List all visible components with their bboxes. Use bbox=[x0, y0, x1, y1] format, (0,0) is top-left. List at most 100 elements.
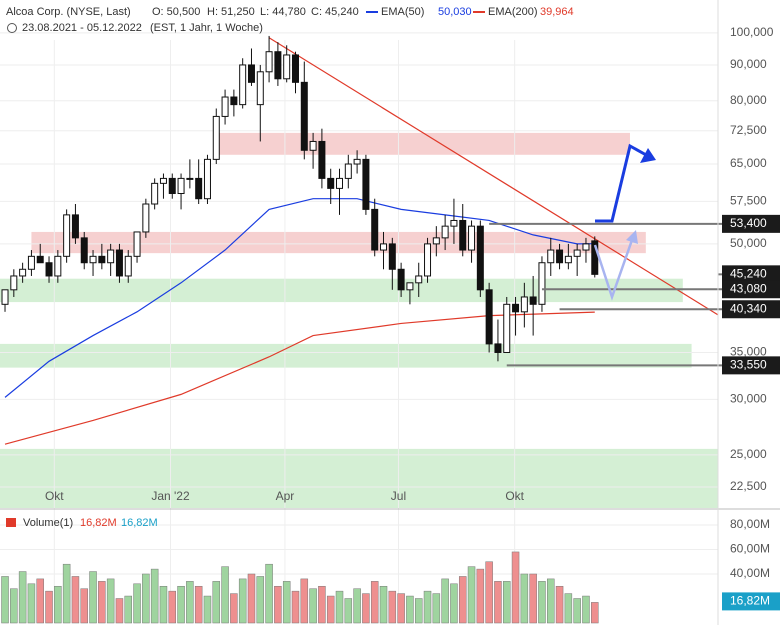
ohlc: L: 44,780 bbox=[260, 6, 306, 18]
volume-bar bbox=[186, 581, 194, 624]
volume-bar bbox=[238, 578, 247, 624]
legend-label: EMA(200) bbox=[488, 6, 538, 18]
legend-value: 39,964 bbox=[540, 6, 574, 18]
volume-bar bbox=[362, 593, 370, 624]
candle-body bbox=[45, 262, 53, 277]
candle-body bbox=[556, 249, 564, 264]
candle-body bbox=[344, 163, 352, 179]
candle-body bbox=[1, 289, 9, 305]
candle-body bbox=[397, 268, 405, 291]
candle-body bbox=[274, 51, 282, 80]
candle-body bbox=[573, 249, 581, 257]
legend-value: 50,030 bbox=[438, 6, 472, 18]
volume-bar bbox=[335, 590, 344, 624]
volume-bar bbox=[265, 563, 273, 624]
candle-body bbox=[107, 249, 115, 264]
volume-bar bbox=[485, 561, 493, 624]
volume-bar bbox=[582, 595, 590, 624]
volume-bar bbox=[353, 588, 361, 624]
y-tick-label: 80,000 bbox=[730, 93, 767, 107]
volume-bar bbox=[177, 585, 185, 624]
clock-icon bbox=[7, 23, 17, 33]
level-box bbox=[722, 280, 780, 299]
volume-bar bbox=[458, 576, 467, 624]
ohlc: C: 45,240 bbox=[311, 6, 359, 18]
volume-bar bbox=[274, 585, 282, 624]
candle-body bbox=[247, 64, 255, 83]
arrow-head bbox=[626, 230, 638, 244]
volume-bar bbox=[309, 588, 317, 624]
candle-body bbox=[98, 255, 106, 264]
volume-bar bbox=[573, 598, 581, 624]
volume-bar bbox=[432, 593, 441, 624]
y-tick-label: 60,00M bbox=[730, 542, 770, 556]
candle-body bbox=[424, 243, 432, 277]
volume-bar bbox=[547, 578, 555, 624]
trendline bbox=[268, 37, 719, 316]
candle-body bbox=[256, 71, 264, 106]
ema-line bbox=[4, 311, 595, 445]
candle-body bbox=[89, 255, 97, 264]
volume-bar bbox=[115, 598, 124, 624]
level-label: 45,240 bbox=[730, 267, 767, 281]
volume-bar bbox=[230, 593, 238, 624]
grid: 100,000 90,000 80,000 72,500 65,000 57,500 50,… bbox=[0, 25, 774, 623]
volume-bar bbox=[45, 590, 53, 624]
candle-body bbox=[538, 262, 546, 305]
volume-bar bbox=[221, 566, 229, 624]
volume-bar bbox=[300, 578, 309, 624]
alt-arrow bbox=[593, 239, 634, 301]
candle-body bbox=[547, 249, 555, 264]
candle-body bbox=[529, 296, 537, 305]
arrow-head bbox=[640, 148, 656, 163]
volume-bar bbox=[1, 576, 9, 624]
level-box bbox=[722, 265, 780, 284]
last-value-label: 16,82M bbox=[730, 594, 770, 608]
candle-body bbox=[362, 158, 370, 210]
volume-value: 16,82M bbox=[80, 517, 117, 529]
candle-body bbox=[63, 214, 71, 257]
candle-body bbox=[591, 240, 599, 275]
volume-bar bbox=[388, 590, 397, 624]
candle-body bbox=[353, 158, 361, 165]
y-tick-label: 30,000 bbox=[730, 392, 767, 406]
subtitle-note: (EST, 1 Jahr, 1 Woche) bbox=[150, 22, 263, 34]
candle-body bbox=[309, 140, 317, 151]
volume-bar bbox=[159, 585, 168, 624]
candle-body bbox=[415, 275, 423, 284]
candle-body bbox=[406, 282, 414, 291]
level-label: 40,340 bbox=[730, 301, 767, 315]
volume-bar bbox=[98, 581, 106, 624]
candle-body bbox=[151, 182, 159, 205]
candle-body bbox=[124, 255, 132, 277]
volume-bar bbox=[406, 595, 414, 624]
volume-bar bbox=[326, 595, 335, 624]
candle-body bbox=[19, 268, 27, 277]
subtitle: 23.08.2021 - 05.12.2022 bbox=[22, 22, 142, 34]
candle-body bbox=[80, 237, 88, 264]
candle-body bbox=[54, 255, 62, 277]
candle-body bbox=[159, 177, 167, 184]
volume-bar bbox=[379, 585, 388, 624]
zone bbox=[216, 132, 630, 155]
candle-body bbox=[212, 115, 220, 160]
volume-bar bbox=[538, 581, 546, 624]
candle-body bbox=[468, 225, 476, 251]
title: Alcoa Corp. (NYSE, Last) bbox=[6, 6, 131, 18]
candle-body bbox=[221, 96, 229, 117]
level-label: 53,400 bbox=[730, 216, 767, 230]
candle-body bbox=[168, 177, 176, 195]
candle-body bbox=[177, 177, 185, 195]
ohlc: O: 50,500 bbox=[152, 6, 200, 18]
candle-body bbox=[494, 343, 502, 353]
volume-bar bbox=[247, 573, 256, 624]
zone bbox=[31, 231, 646, 254]
volume-bar bbox=[370, 581, 379, 624]
candle-body bbox=[476, 225, 484, 291]
volume-value: 16,82M bbox=[121, 517, 158, 529]
volume-bar bbox=[450, 583, 458, 624]
y-tick-label: 40,00M bbox=[730, 566, 770, 580]
volume-bar bbox=[441, 578, 449, 624]
